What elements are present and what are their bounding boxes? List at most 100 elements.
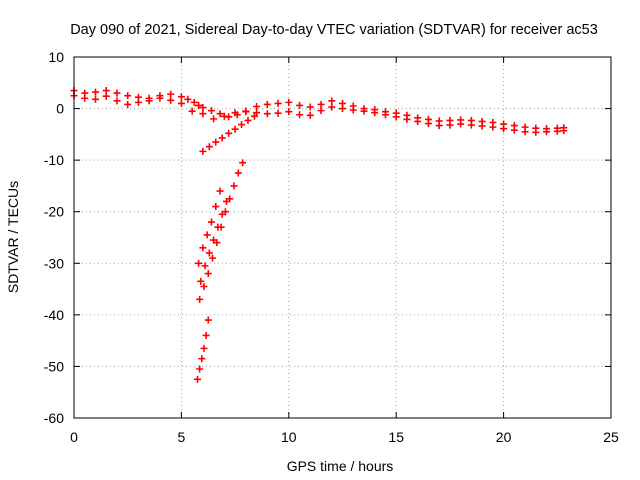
data-point xyxy=(435,122,443,130)
data-point xyxy=(200,344,208,352)
data-point xyxy=(195,101,203,109)
y-tick-label: -30 xyxy=(44,255,64,271)
x-tick-label: 20 xyxy=(496,429,512,445)
axis-ticks: 0 5 10 15 20 25 -60 -50 -40 -30 -20 -10 0 10 xyxy=(44,49,619,445)
data-point xyxy=(113,97,121,105)
series-steep-track-2 xyxy=(195,187,224,267)
y-tick-label: 0 xyxy=(56,101,64,117)
data-point xyxy=(521,128,529,136)
data-point xyxy=(360,107,368,115)
data-point xyxy=(207,107,215,115)
data-point xyxy=(156,94,164,102)
data-point xyxy=(214,223,222,231)
data-point xyxy=(231,109,239,117)
data-point xyxy=(124,92,132,100)
data-point xyxy=(238,121,246,129)
data-point xyxy=(184,95,192,103)
data-point xyxy=(199,110,207,118)
data-point xyxy=(543,128,551,136)
data-point xyxy=(216,187,224,195)
data-point xyxy=(223,197,231,205)
data-point xyxy=(102,92,110,100)
data-point xyxy=(195,259,203,267)
data-point xyxy=(91,95,99,103)
data-point xyxy=(218,210,226,218)
data-point xyxy=(392,113,400,121)
data-point xyxy=(113,89,121,97)
data-point xyxy=(124,100,132,108)
y-tick-label: -50 xyxy=(44,358,64,374)
data-point xyxy=(207,218,215,226)
data-point xyxy=(510,126,518,134)
data-point xyxy=(553,127,561,135)
series-main-band-A xyxy=(70,87,568,133)
data-point xyxy=(560,127,568,135)
data-point xyxy=(81,94,89,102)
data-point xyxy=(188,107,196,115)
data-point xyxy=(296,111,304,119)
data-point xyxy=(210,236,218,244)
data-point xyxy=(167,90,175,98)
data-point xyxy=(250,112,258,120)
data-point xyxy=(253,109,261,117)
x-tick-label: 5 xyxy=(178,429,186,445)
y-tick-label: -20 xyxy=(44,204,64,220)
data-point xyxy=(414,117,422,125)
data-point xyxy=(197,277,205,285)
data-point xyxy=(196,365,204,373)
x-tick-label: 15 xyxy=(388,429,404,445)
data-point xyxy=(500,125,508,133)
data-point xyxy=(199,104,207,112)
data-point xyxy=(349,106,357,114)
data-point xyxy=(371,109,379,117)
data-point xyxy=(339,105,346,113)
series-steep-track-3 xyxy=(197,197,231,285)
x-axis-label: GPS time / hours xyxy=(287,458,394,474)
data-point xyxy=(244,116,252,124)
data-point xyxy=(201,262,209,270)
data-point xyxy=(202,331,210,339)
y-axis-label: SDTVAR / TECUs xyxy=(5,181,21,293)
plot-frame xyxy=(73,56,612,419)
data-point xyxy=(209,254,217,262)
data-point xyxy=(196,295,204,303)
data-point xyxy=(263,110,271,118)
data-point xyxy=(274,99,282,107)
data-point xyxy=(242,107,250,115)
data-point xyxy=(381,111,389,119)
data-point xyxy=(328,103,336,111)
y-tick-label: -10 xyxy=(44,152,64,168)
data-point xyxy=(145,97,153,105)
data-point xyxy=(328,97,336,105)
data-point xyxy=(199,147,207,155)
data-point xyxy=(205,249,213,257)
data-point xyxy=(212,138,220,146)
series-steep-track-1 xyxy=(196,159,247,303)
data-markers xyxy=(70,87,568,383)
data-point xyxy=(239,159,247,167)
data-point xyxy=(285,108,293,116)
data-point xyxy=(216,110,224,118)
data-point xyxy=(489,123,497,131)
series-lowest-track xyxy=(194,316,212,383)
data-point xyxy=(198,355,206,363)
series-main-band-B xyxy=(70,92,568,136)
data-point xyxy=(296,101,304,109)
data-point xyxy=(177,93,185,101)
data-point xyxy=(317,100,325,108)
y-tick-label: 10 xyxy=(48,49,64,65)
data-point xyxy=(194,375,202,383)
data-point xyxy=(285,98,293,106)
data-point xyxy=(478,122,486,130)
data-point xyxy=(205,143,213,151)
data-point xyxy=(212,203,220,211)
data-point xyxy=(306,103,314,111)
y-tick-label: -40 xyxy=(44,307,64,323)
x-tick-label: 0 xyxy=(70,429,78,445)
data-point xyxy=(403,115,411,123)
y-tick-label: -60 xyxy=(44,410,64,426)
data-point xyxy=(91,88,99,96)
data-point xyxy=(234,169,242,177)
data-point xyxy=(306,111,314,119)
